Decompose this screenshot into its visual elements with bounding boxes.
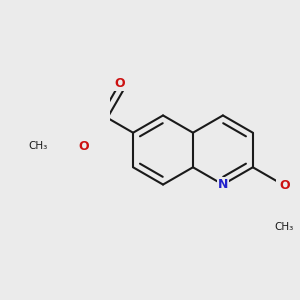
Text: O: O (279, 179, 290, 192)
Text: CH₃: CH₃ (28, 141, 47, 151)
Text: O: O (78, 140, 89, 152)
Text: O: O (115, 76, 125, 90)
Text: CH₃: CH₃ (274, 222, 294, 232)
Text: N: N (218, 178, 228, 191)
